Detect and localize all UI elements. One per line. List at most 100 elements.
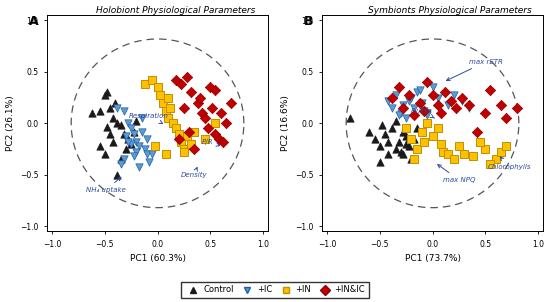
Point xyxy=(420,140,428,144)
Point xyxy=(132,150,141,155)
Point xyxy=(183,133,191,138)
Point xyxy=(164,95,173,100)
Point xyxy=(138,129,146,134)
Point xyxy=(405,143,414,148)
Point xyxy=(388,126,397,131)
Point xyxy=(417,129,426,134)
Point xyxy=(119,131,128,136)
Text: A: A xyxy=(29,15,39,28)
Point xyxy=(502,116,510,120)
Point xyxy=(106,131,114,136)
Point xyxy=(377,123,386,128)
Point xyxy=(158,100,167,105)
Point xyxy=(486,162,495,167)
Point xyxy=(130,129,139,134)
Text: Respiration: Respiration xyxy=(129,113,169,124)
Point xyxy=(183,75,191,79)
Point xyxy=(397,111,405,115)
Point xyxy=(166,105,174,110)
Point xyxy=(162,152,170,157)
Point xyxy=(458,98,466,103)
Point xyxy=(444,102,453,107)
Point xyxy=(397,150,405,155)
Point xyxy=(476,140,485,144)
Point xyxy=(174,131,183,136)
Point xyxy=(409,157,418,162)
Point xyxy=(214,136,223,141)
Point xyxy=(109,116,118,120)
Point xyxy=(142,136,151,141)
Point xyxy=(384,98,393,103)
Point xyxy=(407,136,416,141)
Point xyxy=(176,82,185,87)
Point xyxy=(124,136,133,141)
Point xyxy=(174,136,183,141)
Text: B: B xyxy=(304,15,314,28)
Point xyxy=(134,164,143,169)
Point xyxy=(201,136,210,141)
Point xyxy=(402,142,411,146)
Point xyxy=(381,131,389,136)
Point xyxy=(172,126,181,131)
Text: P/R: P/R xyxy=(202,139,219,146)
Point xyxy=(179,105,188,110)
Point xyxy=(185,129,194,134)
Point xyxy=(140,82,149,87)
Point xyxy=(102,90,111,95)
Point xyxy=(201,116,210,120)
Point xyxy=(402,126,411,131)
Y-axis label: PC2 (16.6%): PC2 (16.6%) xyxy=(280,95,289,151)
Point xyxy=(399,152,408,157)
X-axis label: PC1 (73.7%): PC1 (73.7%) xyxy=(404,254,460,263)
Point xyxy=(513,105,521,110)
Point xyxy=(227,100,235,105)
Point xyxy=(376,160,384,165)
Point xyxy=(388,95,397,100)
Point xyxy=(394,113,403,117)
Point xyxy=(140,147,149,152)
Point xyxy=(451,105,460,110)
Point xyxy=(145,160,153,165)
Point xyxy=(101,152,109,157)
Point xyxy=(370,136,379,141)
Point xyxy=(497,150,505,155)
Point xyxy=(211,131,220,136)
Point xyxy=(449,157,458,162)
Point xyxy=(111,100,120,105)
Point xyxy=(391,119,400,124)
Y-axis label: PC2 (26.1%): PC2 (26.1%) xyxy=(6,95,14,151)
Point xyxy=(399,102,408,107)
Title: Holobiont Physiological Parameters: Holobiont Physiological Parameters xyxy=(96,5,255,14)
Point xyxy=(460,152,469,157)
Point xyxy=(204,126,212,131)
Point xyxy=(113,105,122,110)
Point xyxy=(130,154,139,159)
Point xyxy=(468,154,477,159)
Point xyxy=(415,100,424,105)
Point xyxy=(101,92,109,97)
Point xyxy=(423,121,432,126)
Point xyxy=(113,172,122,177)
Point xyxy=(458,95,466,100)
Point xyxy=(449,92,458,97)
Text: max rETR: max rETR xyxy=(447,59,503,81)
Point xyxy=(211,88,220,93)
Point xyxy=(122,133,130,138)
Point xyxy=(162,109,170,114)
Point xyxy=(420,109,428,114)
Text: Fv/Fm: Fv/Fm xyxy=(411,108,434,118)
Point xyxy=(222,121,230,126)
Point xyxy=(116,157,125,162)
Point xyxy=(190,147,199,152)
Point xyxy=(376,143,384,148)
Point xyxy=(172,78,181,82)
Point xyxy=(465,105,474,110)
Point xyxy=(218,140,227,144)
Point xyxy=(409,113,418,117)
Point xyxy=(119,157,128,162)
Point xyxy=(193,100,202,105)
Point xyxy=(206,85,214,90)
Point xyxy=(187,142,196,146)
Title: Symbionts Physiological Parameters: Symbionts Physiological Parameters xyxy=(368,5,532,14)
Point xyxy=(179,150,188,155)
